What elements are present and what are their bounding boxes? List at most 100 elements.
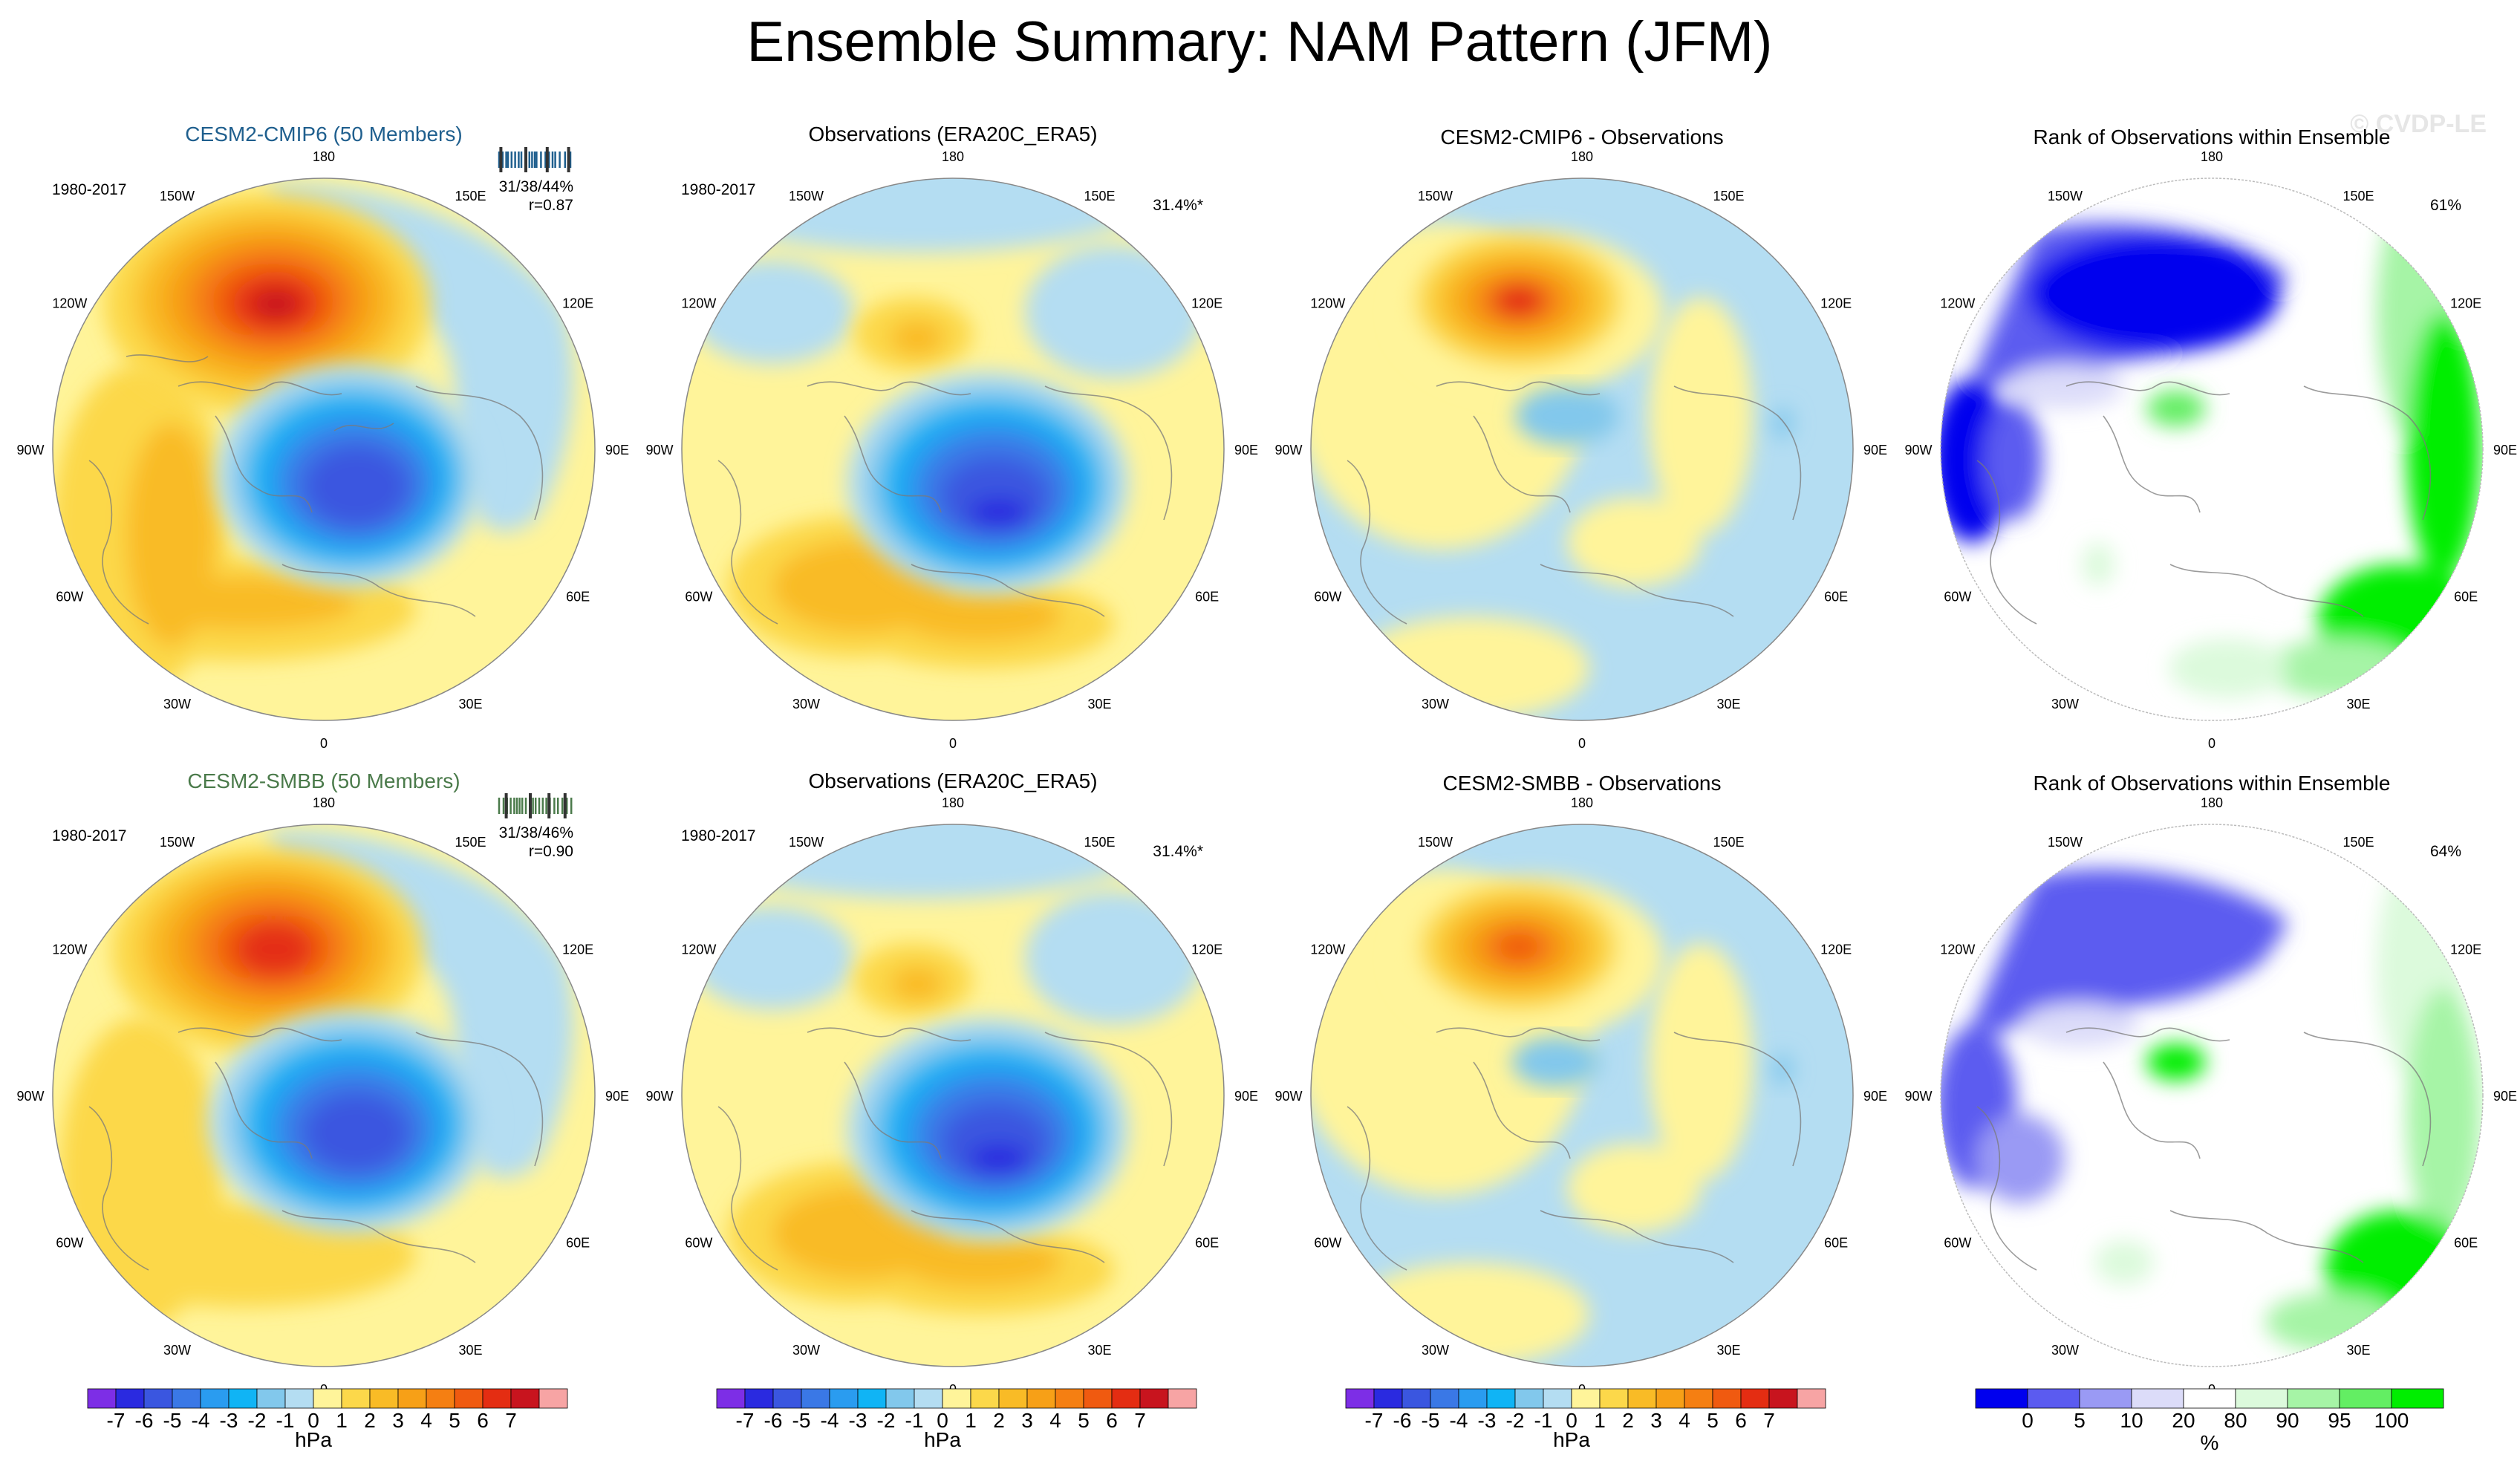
lon-label-nw1: 150W (1418, 189, 1453, 203)
lon-label-sw1: 60W (685, 590, 712, 605)
lon-label-west: 90W (16, 1089, 44, 1104)
lon-label-north: 180 (313, 149, 335, 164)
lon-label-west: 90W (1274, 443, 1302, 457)
colorbar-swatch (1599, 1388, 1629, 1409)
colorbar-swatch (1111, 1388, 1141, 1409)
panel-title-obs: Observations (ERA20C_ERA5) (808, 123, 1097, 146)
colorbar-label: -1 (905, 1409, 924, 1432)
colorbar-swatch (313, 1388, 342, 1409)
map-field (53, 178, 595, 720)
lon-label-nw2: 120W (681, 942, 716, 957)
lon-label-sw2: 30W (2051, 1343, 2079, 1358)
colorbar-swatch (115, 1388, 145, 1409)
lon-label-west: 90W (1904, 443, 1932, 457)
panel-cmip6-ensemble (52, 178, 596, 721)
lon-label-sw2: 30W (1422, 1343, 1449, 1358)
colorbar-swatch (744, 1388, 774, 1409)
lon-label-ne1: 150E (1713, 189, 1744, 203)
lon-label-se2: 30E (458, 697, 482, 711)
colorbar-label: -5 (163, 1409, 182, 1432)
lon-label-south: 0 (320, 736, 328, 751)
colorbar-swatch (1543, 1388, 1572, 1409)
colorbar-label: -3 (1478, 1409, 1497, 1432)
lon-label-se2: 30E (2346, 697, 2370, 711)
lon-label-nw2: 120W (52, 942, 87, 957)
colorbar-swatch (1768, 1388, 1798, 1409)
rank-stat: 61% (2430, 197, 2461, 214)
colorbar-swatch (1401, 1388, 1431, 1409)
colorbar-unit: hPa (924, 1428, 961, 1451)
colorbar-swatch (1975, 1388, 2028, 1409)
lon-label-se1: 60E (1195, 1236, 1219, 1251)
colorbar-swatch (1712, 1388, 1742, 1409)
colorbar-swatch (1458, 1388, 1488, 1409)
lon-label-sw1: 60W (56, 590, 83, 605)
lon-label-se2: 30E (2346, 1343, 2370, 1358)
colorbar-label: 20 (2172, 1409, 2195, 1432)
lon-label-nw1: 150W (160, 189, 195, 203)
colorbar-swatch (2235, 1388, 2288, 1409)
colorbar-swatch (1139, 1388, 1169, 1409)
colorbar-swatch (1168, 1388, 1197, 1409)
colorbar-swatch (2131, 1388, 2184, 1409)
colorbar-swatch (1740, 1388, 1770, 1409)
colorbar-swatch (716, 1388, 746, 1409)
colorbar-swatch (772, 1388, 802, 1409)
lon-label-se1: 60E (2454, 590, 2478, 605)
colorbar-label: 2 (993, 1409, 1005, 1432)
colorbar-label: -4 (1450, 1409, 1468, 1432)
panel-title-diff: CESM2-CMIP6 - Observations (1440, 126, 1723, 149)
longitude-labels: 180 150W 120W 90W 60W 30W 0 150E 120E 90E 60E 30E 18… (16, 149, 2517, 1397)
colorbar-swatch (970, 1388, 1000, 1409)
colorbar-swatch (143, 1388, 173, 1409)
variance-stat: 31.4%* (1153, 843, 1203, 860)
colorbar-swatch (1655, 1388, 1685, 1409)
colorbar-swatch (256, 1388, 286, 1409)
colorbar-label: 5 (1707, 1409, 1719, 1432)
colorbar-unit: hPa (1553, 1428, 1590, 1451)
lon-label-ne1: 150E (455, 835, 486, 850)
colorbar-swatch (2391, 1388, 2444, 1409)
colorbar-label: -7 (736, 1409, 755, 1432)
colorbar-label: 0 (937, 1409, 948, 1432)
lon-label-se2: 30E (1087, 697, 1111, 711)
colorbar-label: 1 (336, 1409, 348, 1432)
lon-label-ne2: 120E (562, 942, 593, 957)
colorbar-swatch (914, 1388, 943, 1409)
colorbar-label: 1 (1594, 1409, 1606, 1432)
colorbar-swatch (426, 1388, 455, 1409)
colorbar-label: 3 (392, 1409, 404, 1432)
lon-label-nw1: 150W (789, 835, 824, 850)
lon-label-north: 180 (313, 795, 335, 810)
colorbar-label: 0 (1566, 1409, 1578, 1432)
map-field (682, 178, 1224, 720)
colorbar-label: 3 (1650, 1409, 1662, 1432)
colorbar-label: -1 (276, 1409, 295, 1432)
colorbar-swatch (1345, 1388, 1375, 1409)
colorbar-label: -6 (764, 1409, 783, 1432)
colorbar-label: -5 (792, 1409, 811, 1432)
lon-label-north: 180 (2201, 795, 2223, 810)
period-label: 1980-2017 (681, 827, 755, 844)
lon-label-sw1: 60W (1314, 590, 1341, 605)
lon-label-north: 180 (942, 795, 964, 810)
lon-label-ne2: 120E (2450, 942, 2481, 957)
lon-label-north: 180 (1571, 149, 1593, 164)
lon-label-nw1: 150W (160, 835, 195, 850)
lon-label-sw1: 60W (1314, 1236, 1341, 1251)
lon-label-south: 0 (949, 736, 957, 751)
lon-label-ne2: 120E (2450, 296, 2481, 311)
colorbar-label: 0 (2022, 1409, 2034, 1432)
lon-label-west: 90W (645, 1089, 673, 1104)
lon-label-nw1: 150W (2048, 835, 2083, 850)
lon-label-sw2: 30W (163, 697, 191, 711)
colorbar-label: 5 (1078, 1409, 1090, 1432)
lon-label-ne1: 150E (455, 189, 486, 203)
map-field (53, 824, 595, 1367)
colorbar-swatch (2183, 1388, 2236, 1409)
lon-label-north: 180 (1571, 795, 1593, 810)
lon-label-south: 0 (1578, 736, 1586, 751)
colorbar-swatch (1083, 1388, 1113, 1409)
colorbar-label: -3 (220, 1409, 238, 1432)
lon-label-nw1: 150W (1418, 835, 1453, 850)
